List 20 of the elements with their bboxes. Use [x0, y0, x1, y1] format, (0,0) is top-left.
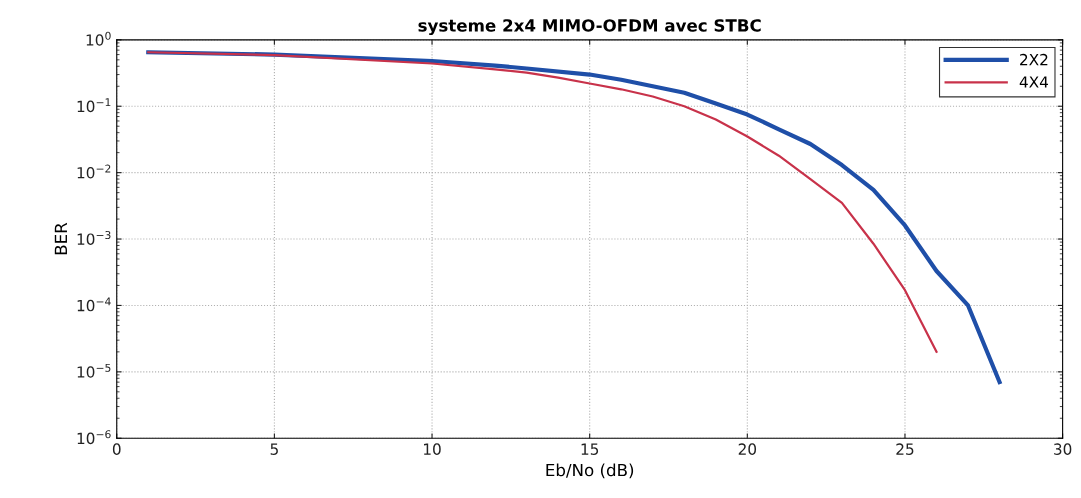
- x-axis-title: Eb/No (dB): [546, 463, 634, 479]
- line-series: [147, 51, 938, 353]
- legend-label: 2X2: [1020, 53, 1048, 66]
- x-tick-label: 15: [581, 443, 599, 455]
- x-tick-label: 30: [1054, 443, 1072, 455]
- y-tick-label: 10$^{−3}$: [77, 230, 111, 245]
- x-tick-label: 20: [738, 443, 757, 455]
- y-axis-title: BER: [54, 222, 67, 255]
- y-tick-label: 10$^{0}$: [86, 31, 111, 46]
- y-tick-label: 10$^{−6}$: [77, 430, 111, 445]
- y-tick-label: 10$^{−1}$: [77, 98, 111, 113]
- x-tick-label: 25: [896, 443, 914, 455]
- y-tick-label: 10$^{−2}$: [77, 164, 111, 179]
- chart-title: systeme 2x4 MIMO-OFDM avec STBC: [418, 19, 761, 36]
- x-tick-label: 5: [270, 443, 278, 455]
- y-tick-label: 10$^{−4}$: [77, 297, 111, 312]
- x-tick-label: 0: [112, 443, 121, 455]
- x-tick-label: 10: [424, 443, 441, 455]
- y-tick-label: 10$^{−5}$: [77, 363, 111, 378]
- legend-label: 4X4: [1019, 76, 1049, 88]
